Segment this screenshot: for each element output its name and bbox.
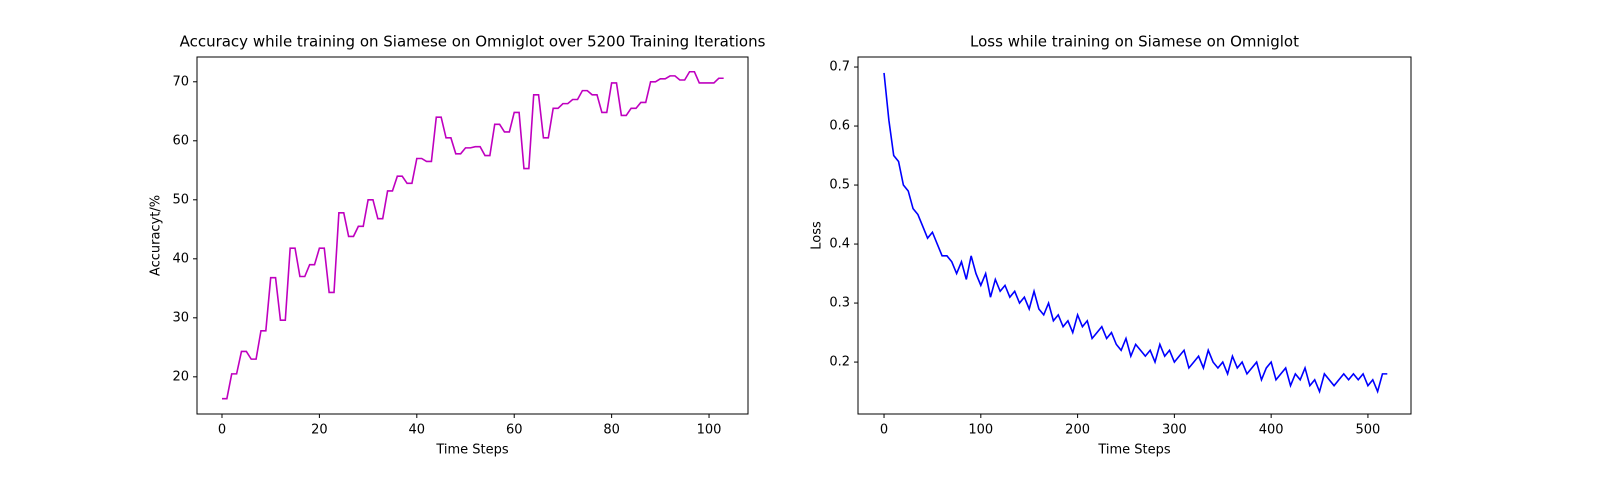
x-tick-label: 500 xyxy=(1356,423,1381,438)
y-tick-label: 70 xyxy=(172,74,189,89)
x-axis-label: Time Steps xyxy=(1097,443,1171,458)
y-tick-label: 20 xyxy=(172,369,189,384)
y-tick-label: 30 xyxy=(172,310,189,325)
chart-title: Accuracy while training on Siamese on Om… xyxy=(180,33,766,51)
x-tick-label: 0 xyxy=(218,423,226,438)
data-line xyxy=(883,72,1388,395)
y-tick-label: 40 xyxy=(172,251,189,266)
y-tick-label: 0.7 xyxy=(829,60,850,75)
x-tick-label: 60 xyxy=(506,423,523,438)
x-tick-label: 300 xyxy=(1162,423,1187,438)
plot-frame xyxy=(196,56,749,415)
x-tick-label: 0 xyxy=(880,423,888,438)
y-tick-label: 60 xyxy=(172,133,189,148)
y-tick-label: 0.5 xyxy=(829,178,850,193)
x-tick-label: 20 xyxy=(311,423,328,438)
x-tick-label: 100 xyxy=(968,423,993,438)
y-axis-label: Accuracyt/% xyxy=(149,195,164,276)
y-tick-label: 0.4 xyxy=(829,237,850,252)
x-tick-label: 200 xyxy=(1065,423,1090,438)
y-tick-label: 0.2 xyxy=(829,355,850,370)
plot-frame xyxy=(857,56,1412,415)
y-tick-label: 0.6 xyxy=(829,119,850,134)
data-line xyxy=(221,70,724,400)
x-tick-label: 80 xyxy=(603,423,620,438)
y-tick-label: 0.3 xyxy=(829,296,850,311)
y-tick-label: 50 xyxy=(172,192,189,207)
y-axis-label: Loss xyxy=(810,221,825,250)
x-tick-label: 40 xyxy=(409,423,426,438)
chart-title: Loss while training on Siamese on Omnigl… xyxy=(970,33,1299,51)
x-tick-label: 400 xyxy=(1259,423,1284,438)
x-tick-label: 100 xyxy=(697,423,722,438)
x-axis-label: Time Steps xyxy=(435,443,509,458)
